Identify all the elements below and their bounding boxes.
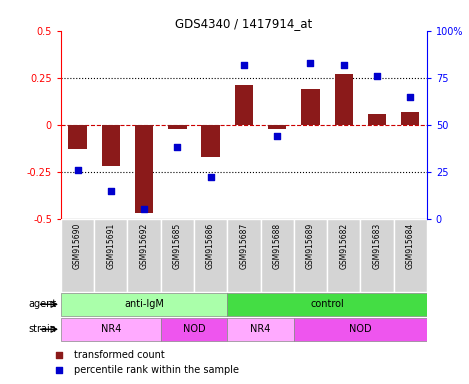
FancyBboxPatch shape xyxy=(161,219,194,292)
Text: GSM915686: GSM915686 xyxy=(206,223,215,269)
Bar xyxy=(368,114,386,125)
Title: GDS4340 / 1417914_at: GDS4340 / 1417914_at xyxy=(175,17,312,30)
Point xyxy=(373,73,381,79)
FancyBboxPatch shape xyxy=(61,293,227,316)
Text: control: control xyxy=(310,299,344,310)
Text: GSM915682: GSM915682 xyxy=(339,223,348,269)
Point xyxy=(340,61,348,68)
Bar xyxy=(68,125,87,149)
Text: GSM915687: GSM915687 xyxy=(239,223,249,269)
Text: GSM915689: GSM915689 xyxy=(306,223,315,269)
FancyBboxPatch shape xyxy=(61,318,161,341)
Text: GSM915690: GSM915690 xyxy=(73,223,82,269)
FancyBboxPatch shape xyxy=(61,219,94,292)
Bar xyxy=(268,125,286,129)
FancyBboxPatch shape xyxy=(327,219,360,292)
Text: GSM915683: GSM915683 xyxy=(372,223,381,269)
Bar xyxy=(234,85,253,125)
Text: GSM915692: GSM915692 xyxy=(140,223,149,269)
Bar xyxy=(135,125,153,213)
Point xyxy=(55,367,63,374)
Point xyxy=(407,93,414,99)
Text: agent: agent xyxy=(28,299,56,310)
FancyBboxPatch shape xyxy=(94,219,128,292)
FancyBboxPatch shape xyxy=(260,219,294,292)
Bar xyxy=(102,125,120,166)
FancyBboxPatch shape xyxy=(227,293,427,316)
Text: anti-IgM: anti-IgM xyxy=(124,299,164,310)
Text: GSM915691: GSM915691 xyxy=(106,223,115,269)
FancyBboxPatch shape xyxy=(227,318,294,341)
Bar xyxy=(401,112,419,125)
Text: NR4: NR4 xyxy=(250,324,271,334)
FancyBboxPatch shape xyxy=(194,219,227,292)
Bar xyxy=(168,125,187,129)
Text: NOD: NOD xyxy=(349,324,371,334)
Point xyxy=(174,144,181,151)
FancyBboxPatch shape xyxy=(161,318,227,341)
Point xyxy=(207,174,214,180)
Text: NR4: NR4 xyxy=(101,324,121,334)
FancyBboxPatch shape xyxy=(128,219,161,292)
Point xyxy=(55,352,63,358)
FancyBboxPatch shape xyxy=(227,219,260,292)
FancyBboxPatch shape xyxy=(294,219,327,292)
Text: GSM915688: GSM915688 xyxy=(272,223,282,269)
Text: percentile rank within the sample: percentile rank within the sample xyxy=(74,366,239,376)
Text: strain: strain xyxy=(28,324,56,334)
Text: transformed count: transformed count xyxy=(74,350,165,360)
FancyBboxPatch shape xyxy=(393,219,427,292)
Point xyxy=(140,207,148,213)
Point xyxy=(107,187,114,194)
FancyBboxPatch shape xyxy=(360,219,393,292)
Bar xyxy=(334,74,353,125)
Point xyxy=(273,133,281,139)
Bar xyxy=(202,125,220,157)
FancyBboxPatch shape xyxy=(294,318,427,341)
Text: GSM915684: GSM915684 xyxy=(406,223,415,269)
Point xyxy=(74,167,81,173)
Text: GSM915685: GSM915685 xyxy=(173,223,182,269)
Point xyxy=(240,61,248,68)
Point xyxy=(307,60,314,66)
Text: NOD: NOD xyxy=(183,324,205,334)
Bar xyxy=(301,89,319,125)
